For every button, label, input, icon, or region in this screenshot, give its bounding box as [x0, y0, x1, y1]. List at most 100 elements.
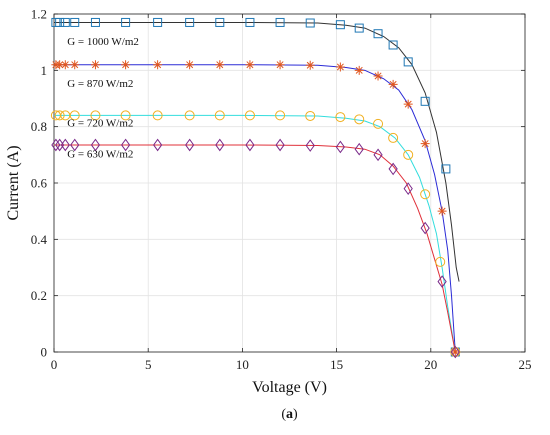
series-lines	[54, 21, 460, 353]
x-tick-label: 10	[236, 357, 249, 372]
circle-marker	[54, 110, 65, 121]
diamond-marker	[354, 142, 364, 156]
circle-marker	[184, 110, 195, 121]
axis-ticks: 0 5 10 15 20 25 0 0.2 0.4 0.6 0.8 1 1.2	[31, 7, 532, 373]
diamond-marker	[450, 345, 460, 359]
square-marker	[305, 18, 315, 28]
figure-caption: (a)	[281, 407, 298, 422]
annotations: G = 1000 W/m2 G = 870 W/m2 G = 720 W/m2 G =…	[67, 36, 139, 161]
circle-marker	[90, 110, 101, 121]
asterisk-marker	[55, 60, 65, 70]
irradiance-annotation: G = 630 W/m2	[67, 149, 133, 161]
series-line-1	[54, 21, 460, 282]
diamond-marker	[275, 138, 285, 152]
circle-marker	[275, 110, 286, 121]
circle-marker	[214, 110, 225, 121]
diamond-marker	[60, 138, 70, 152]
series-markers	[50, 17, 461, 359]
y-tick-label: 0.6	[31, 176, 48, 191]
diamond-marker	[373, 148, 383, 162]
circle-marker	[388, 132, 399, 143]
x-tick-label: 20	[424, 357, 437, 372]
diamond-marker	[185, 138, 195, 152]
asterisk-marker	[420, 139, 430, 149]
square-marker	[55, 17, 65, 27]
square-marker	[354, 23, 364, 33]
diamond-marker	[51, 138, 61, 152]
asterisk-marker	[335, 62, 345, 72]
circle-marker	[420, 189, 431, 200]
asterisk-marker	[121, 60, 131, 70]
asterisk-marker	[354, 65, 364, 75]
asterisk-marker	[215, 60, 225, 70]
square-marker	[60, 17, 70, 27]
asterisk-marker	[245, 60, 255, 70]
x-tick-label: 0	[51, 357, 58, 372]
asterisk-marker	[90, 60, 100, 70]
asterisk-marker	[185, 60, 195, 70]
circle-marker	[152, 110, 163, 121]
y-tick-label: 1.2	[31, 7, 47, 22]
asterisk-marker	[403, 99, 413, 109]
caption-open-paren: (	[281, 407, 286, 422]
y-axis-label: Current (A)	[5, 145, 22, 220]
irradiance-annotation: G = 1000 W/m2	[67, 36, 139, 48]
irradiance-annotation: G = 870 W/m2	[67, 78, 133, 90]
square-marker	[403, 57, 413, 67]
circle-marker	[373, 118, 384, 129]
square-marker	[275, 17, 285, 27]
circle-marker	[305, 110, 316, 121]
square-marker	[70, 17, 80, 27]
diamond-marker	[420, 221, 430, 235]
diamond-marker	[70, 138, 80, 152]
asterisk-marker	[437, 206, 447, 216]
y-tick-label: 1	[41, 63, 48, 78]
square-marker	[388, 40, 398, 50]
asterisk-marker	[450, 347, 460, 357]
diamond-marker	[305, 139, 315, 152]
square-marker	[420, 96, 430, 106]
x-tick-label: 15	[330, 357, 343, 372]
y-tick-label: 0.2	[31, 288, 47, 303]
circle-marker	[403, 149, 414, 160]
diamond-marker	[388, 162, 398, 176]
caption-close-paren: )	[293, 407, 298, 422]
diamond-marker	[245, 138, 255, 152]
asterisk-marker	[373, 71, 383, 81]
square-marker	[121, 17, 131, 27]
asterisk-marker	[60, 60, 70, 70]
y-tick-label: 0.8	[31, 119, 47, 134]
square-marker	[153, 17, 163, 27]
diamond-marker	[90, 138, 101, 152]
asterisk-marker	[305, 60, 315, 70]
circle-marker	[435, 256, 446, 267]
x-axis-label: Voltage (V)	[252, 379, 327, 396]
caption-letter: a	[286, 407, 293, 422]
square-marker	[441, 164, 451, 174]
circle-marker	[69, 110, 80, 121]
grid-lines	[53, 13, 526, 353]
series-line-3	[54, 114, 456, 353]
circle-marker	[335, 112, 346, 123]
asterisk-marker	[388, 79, 398, 89]
diamond-marker	[335, 140, 345, 154]
y-tick-label: 0.4	[31, 232, 48, 247]
x-tick-label: 5	[145, 357, 152, 372]
diamond-marker	[215, 138, 225, 152]
circle-marker	[354, 114, 365, 125]
square-marker	[335, 20, 345, 30]
square-marker	[245, 17, 255, 27]
irradiance-annotation: G = 720 W/m2	[67, 118, 133, 130]
diamond-marker	[403, 182, 413, 195]
y-tick-label: 0	[41, 345, 48, 360]
circle-marker	[244, 110, 255, 121]
square-marker	[185, 17, 195, 27]
x-tick-label: 25	[519, 357, 532, 372]
asterisk-marker	[275, 60, 285, 70]
diamond-marker	[437, 275, 447, 288]
series-line-4	[54, 144, 456, 353]
square-marker	[373, 29, 383, 39]
asterisk-marker	[70, 60, 80, 70]
